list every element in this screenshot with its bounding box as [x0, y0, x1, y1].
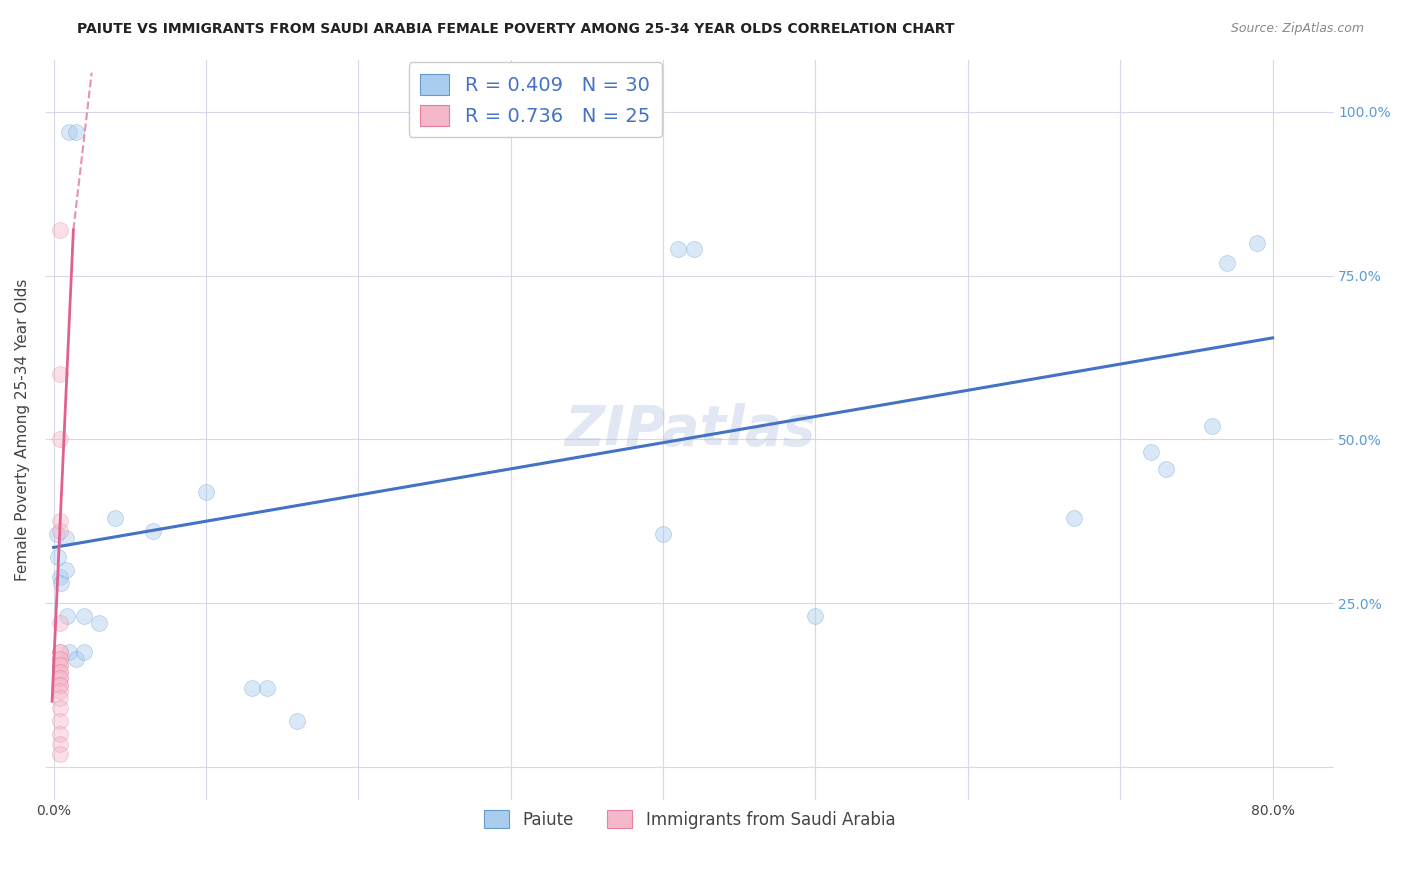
- Point: [1246, 235, 1268, 250]
- Point: [48, 665, 70, 679]
- Point: [45, 527, 67, 541]
- Point: [142, 524, 165, 538]
- Point: [48, 367, 70, 381]
- Point: [65, 651, 87, 665]
- Point: [48, 747, 70, 761]
- Point: [48, 727, 70, 741]
- Text: PAIUTE VS IMMIGRANTS FROM SAUDI ARABIA FEMALE POVERTY AMONG 25-34 YEAR OLDS CORR: PAIUTE VS IMMIGRANTS FROM SAUDI ARABIA F…: [77, 22, 955, 37]
- Point: [1216, 255, 1239, 269]
- Point: [48, 645, 70, 659]
- Point: [58, 125, 80, 139]
- Point: [48, 433, 70, 447]
- Point: [55, 531, 77, 545]
- Point: [240, 681, 263, 696]
- Point: [194, 484, 217, 499]
- Legend: Paiute, Immigrants from Saudi Arabia: Paiute, Immigrants from Saudi Arabia: [478, 804, 901, 836]
- Point: [1154, 462, 1177, 476]
- Point: [1201, 419, 1223, 434]
- Point: [48, 665, 70, 679]
- Point: [48, 672, 70, 686]
- Point: [58, 645, 80, 659]
- Text: ZIPatlas: ZIPatlas: [564, 402, 815, 457]
- Y-axis label: Female Poverty Among 25-34 Year Olds: Female Poverty Among 25-34 Year Olds: [15, 278, 30, 581]
- Point: [51, 576, 73, 591]
- Point: [48, 701, 70, 715]
- Point: [682, 243, 704, 257]
- Point: [55, 563, 77, 577]
- Point: [73, 609, 96, 624]
- Point: [666, 243, 689, 257]
- Point: [73, 645, 96, 659]
- Point: [48, 714, 70, 728]
- Point: [287, 714, 309, 728]
- Point: [89, 615, 111, 630]
- Point: [48, 737, 70, 751]
- Point: [48, 651, 70, 665]
- Point: [48, 658, 70, 673]
- Point: [256, 681, 278, 696]
- Point: [48, 658, 70, 673]
- Point: [48, 678, 70, 692]
- Point: [652, 527, 675, 541]
- Point: [48, 524, 70, 538]
- Point: [103, 511, 125, 525]
- Point: [48, 678, 70, 692]
- Point: [56, 609, 79, 624]
- Point: [48, 691, 70, 706]
- Point: [804, 609, 827, 624]
- Point: [1063, 511, 1085, 525]
- Text: Source: ZipAtlas.com: Source: ZipAtlas.com: [1230, 22, 1364, 36]
- Point: [48, 672, 70, 686]
- Point: [48, 514, 70, 528]
- Point: [48, 651, 70, 665]
- Point: [65, 125, 87, 139]
- Point: [48, 645, 70, 659]
- Point: [1139, 445, 1161, 459]
- Point: [46, 550, 69, 565]
- Point: [48, 223, 70, 237]
- Point: [48, 570, 70, 584]
- Point: [48, 615, 70, 630]
- Point: [48, 684, 70, 698]
